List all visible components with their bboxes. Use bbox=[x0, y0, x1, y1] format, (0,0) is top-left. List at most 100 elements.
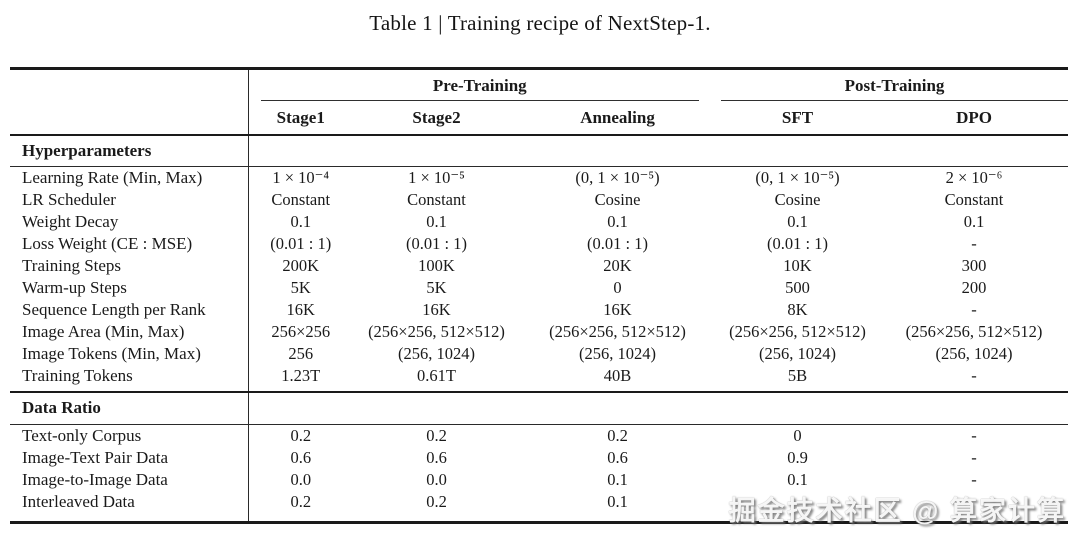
cell: (0.01 : 1) bbox=[270, 234, 332, 253]
table-row: Image-Text Pair Data 0.6 0.6 0.6 0.9 - bbox=[10, 446, 1068, 469]
cell: 0.0 bbox=[426, 469, 447, 489]
table-row: Interleaved Data 0.2 0.2 0.1 bbox=[10, 490, 1068, 523]
cell: 0.1 bbox=[607, 469, 628, 489]
cell: - bbox=[971, 469, 977, 489]
cell: 0.1 bbox=[787, 469, 808, 489]
cell: (256, 1024) bbox=[579, 344, 656, 363]
cell: 500 bbox=[785, 278, 810, 297]
cell: 0.2 bbox=[290, 425, 312, 445]
cell: 16K bbox=[286, 300, 315, 319]
cell: - bbox=[971, 425, 977, 445]
row-label: Image-Text Pair Data bbox=[10, 446, 249, 469]
cell: (256×256, 512×512) bbox=[549, 322, 686, 341]
section-hyperparameters: Hyperparameters Learning Rate (Min, Max) 1… bbox=[10, 134, 1069, 392]
table-row: Training Steps 200K 100K 20K 10K 300 bbox=[10, 255, 1068, 277]
row-label: Image-to-Image Data bbox=[10, 468, 249, 491]
cell: 256 bbox=[288, 344, 314, 363]
cell: 40B bbox=[603, 366, 632, 385]
group-header-post-training-label: Post-Training bbox=[721, 71, 1069, 101]
cell: 0.2 bbox=[426, 425, 447, 445]
table-caption: Table 1 | Training recipe of NextStep-1. bbox=[369, 11, 711, 35]
table-row: Training Tokens 1.23T 0.61T 40B 5B - bbox=[10, 365, 1068, 392]
cell: (0, 1 × 10⁻⁵) bbox=[575, 168, 660, 187]
cell: (0.01 : 1) bbox=[406, 234, 467, 253]
group-header-pre-training: Pre-Training bbox=[248, 69, 715, 102]
cell: 0.0 bbox=[290, 469, 312, 489]
cell: 5B bbox=[787, 366, 808, 385]
cell: 200 bbox=[961, 278, 987, 297]
cell: 0.6 bbox=[426, 447, 447, 467]
cell: 1 × 10⁻⁵ bbox=[408, 168, 465, 187]
cell bbox=[715, 491, 880, 523]
table-row: Image Area (Min, Max) 256×256 (256×256, 51… bbox=[10, 321, 1068, 343]
cell: (0, 1 × 10⁻⁵) bbox=[755, 168, 840, 187]
cell: 0.9 bbox=[787, 447, 808, 467]
cell: Cosine bbox=[774, 190, 821, 209]
row-label: Image Tokens (Min, Max) bbox=[10, 343, 249, 365]
cell: (256, 1024) bbox=[398, 344, 475, 363]
cell: 100K bbox=[418, 256, 455, 275]
cell: - bbox=[971, 234, 977, 253]
cell: 0.1 bbox=[963, 212, 985, 231]
table-row: Image Tokens (Min, Max) 256 (256, 1024) (25… bbox=[10, 343, 1068, 365]
group-header-post-training: Post-Training bbox=[715, 69, 1069, 102]
row-label: Learning Rate (Min, Max) bbox=[10, 166, 249, 189]
cell: 16K bbox=[422, 300, 451, 319]
row-label: Training Steps bbox=[10, 255, 249, 277]
header-spacer-cell bbox=[10, 68, 249, 102]
header-spacer-cell bbox=[10, 101, 249, 135]
cell: (256×256, 512×512) bbox=[905, 322, 1043, 341]
cell: Constant bbox=[944, 190, 1004, 209]
column-header-stage1: Stage1 bbox=[276, 107, 325, 127]
table-row: Learning Rate (Min, Max) 1 × 10⁻⁴ 1 × 10⁻⁵… bbox=[10, 166, 1068, 189]
group-header-row: Pre-Training Post-Training bbox=[10, 68, 1069, 102]
cell: 1 × 10⁻⁴ bbox=[272, 168, 330, 187]
table-row: LR Scheduler Constant Constant Cosine Cosine… bbox=[10, 189, 1068, 211]
section-title: Hyperparameters bbox=[10, 134, 249, 167]
column-header-row: Stage1 Stage2 Annealing SFT DPO bbox=[10, 101, 1069, 135]
cell: 5K bbox=[290, 278, 311, 297]
row-label: Text-only Corpus bbox=[10, 424, 249, 447]
cell: - bbox=[971, 366, 977, 385]
cell: 8K bbox=[787, 300, 808, 319]
row-label: Warm-up Steps bbox=[10, 277, 249, 299]
cell: 0.2 bbox=[426, 491, 447, 511]
column-header-sft: SFT bbox=[781, 107, 814, 127]
cell: (0.01 : 1) bbox=[587, 234, 648, 253]
cell: 300 bbox=[961, 256, 987, 275]
cell: Constant bbox=[271, 190, 331, 209]
column-header-stage2: Stage2 bbox=[412, 107, 461, 127]
cell: 0.1 bbox=[426, 212, 447, 231]
cell: 256×256 bbox=[271, 322, 331, 341]
row-label: Training Tokens bbox=[10, 365, 249, 392]
cell: 200K bbox=[282, 256, 320, 275]
section-header-row: Data Ratio bbox=[10, 392, 1069, 424]
row-label: Image Area (Min, Max) bbox=[10, 321, 249, 343]
cell: - bbox=[971, 447, 977, 467]
cell: 0 bbox=[793, 425, 802, 445]
row-label: Loss Weight (CE : MSE) bbox=[10, 233, 249, 255]
cell: (256×256, 512×512) bbox=[729, 322, 866, 341]
cell: - bbox=[971, 300, 977, 319]
row-label: Interleaved Data bbox=[10, 490, 249, 522]
cell: (0.01 : 1) bbox=[767, 234, 828, 253]
cell: 0.2 bbox=[290, 491, 312, 511]
cell: 0.6 bbox=[290, 447, 312, 467]
table-header: Pre-Training Post-Training Stage1 Stage2… bbox=[10, 68, 1069, 135]
cell: 0.2 bbox=[607, 425, 628, 445]
table-row: Loss Weight (CE : MSE) (0.01 : 1) (0.01 : … bbox=[10, 233, 1068, 255]
row-label: LR Scheduler bbox=[10, 189, 249, 211]
section-header-spacer bbox=[248, 135, 1068, 167]
column-header-dpo: DPO bbox=[956, 107, 992, 127]
cell: Cosine bbox=[594, 190, 641, 209]
cell: 10K bbox=[783, 256, 812, 275]
cell: 0.1 bbox=[290, 212, 312, 231]
cell: (256, 1024) bbox=[935, 344, 1013, 363]
cell bbox=[880, 491, 1068, 523]
table-row: Sequence Length per Rank 16K 16K 16K 8K - bbox=[10, 299, 1068, 321]
cell: 16K bbox=[603, 300, 632, 319]
row-label: Sequence Length per Rank bbox=[10, 299, 249, 321]
section-header-spacer bbox=[248, 392, 1068, 424]
cell: (256, 1024) bbox=[759, 344, 837, 363]
cell: 0.6 bbox=[607, 447, 628, 467]
